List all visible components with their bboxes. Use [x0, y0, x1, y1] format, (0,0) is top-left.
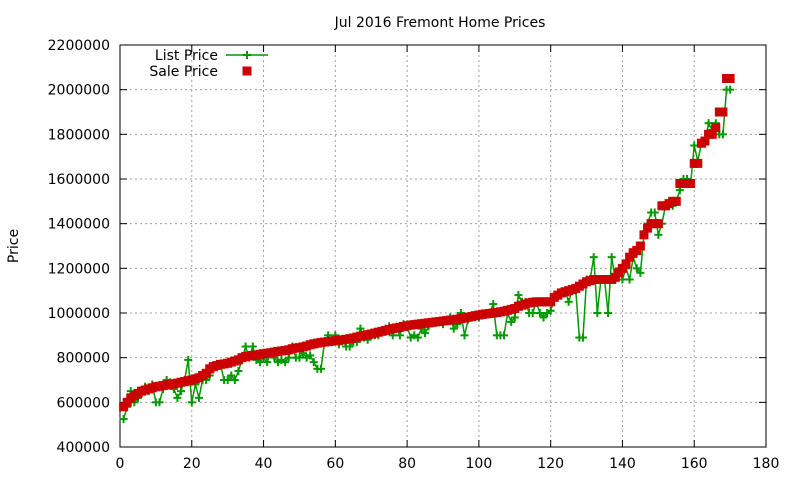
- y-tick-label: 2000000: [48, 83, 110, 99]
- list-price-point: [309, 358, 318, 367]
- legend-marker-sale-price: [242, 66, 252, 76]
- sale-price-point: [621, 259, 631, 269]
- legend-label-sale-price: Sale Price: [149, 64, 218, 80]
- list-price-point: [460, 331, 469, 340]
- x-tick-label: 160: [681, 456, 708, 472]
- x-axis: 0 20 40 60 80 100 120 140 160 180: [116, 45, 780, 472]
- sale-price-point: [671, 196, 681, 206]
- list-price-point: [119, 415, 128, 424]
- legend-swatch-list-price: [226, 51, 268, 59]
- x-tick-label: 140: [609, 456, 636, 472]
- list-price-point: [281, 358, 290, 367]
- list-price-point: [173, 393, 182, 402]
- list-price-point: [654, 230, 663, 239]
- list-price-point: [223, 376, 232, 384]
- x-tick-label: 40: [255, 456, 273, 472]
- y-tick-label: 800000: [57, 351, 110, 367]
- list-price-point: [632, 264, 641, 273]
- list-price-point: [507, 317, 516, 326]
- legend-swatch-sale-price: [242, 66, 252, 76]
- x-tick-label: 180: [753, 456, 780, 472]
- list-price-point: [395, 331, 404, 340]
- list-price-point: [535, 309, 544, 317]
- list-price-point: [500, 331, 509, 340]
- list-price-point: [636, 268, 645, 277]
- list-price-point: [704, 119, 713, 128]
- list-price-point: [316, 364, 325, 373]
- sale-price-point: [725, 74, 735, 83]
- y-axis-title: Price: [6, 229, 22, 263]
- list-price-point: [604, 309, 613, 317]
- sale-price-point: [711, 123, 721, 133]
- list-price-point: [413, 333, 422, 342]
- list-price-point: [187, 398, 196, 407]
- list-price-point: [263, 358, 272, 367]
- list-price-point: [194, 393, 203, 402]
- sale-price-point: [693, 158, 703, 168]
- y-tick-label: 1400000: [48, 217, 110, 233]
- sale-price-point: [707, 129, 717, 139]
- list-price-point: [177, 387, 186, 396]
- x-tick-label: 60: [326, 456, 344, 472]
- list-price-point: [650, 208, 659, 217]
- y-tick-label: 1600000: [48, 172, 110, 188]
- legend: List Price Sale Price: [149, 48, 268, 80]
- list-price-point: [421, 329, 430, 338]
- list-price-point: [241, 342, 250, 351]
- list-price-point: [234, 367, 243, 376]
- list-price-point: [690, 141, 699, 150]
- y-tick-label: 1800000: [48, 127, 110, 143]
- y-tick-label: 400000: [57, 440, 110, 456]
- list-price-point: [607, 253, 616, 262]
- x-tick-label: 120: [537, 456, 564, 472]
- list-price-point: [184, 355, 193, 364]
- series-sale-price: [119, 74, 735, 412]
- sale-price-point: [700, 136, 710, 146]
- list-price-point: [726, 85, 735, 94]
- list-price-point: [449, 324, 458, 333]
- legend-marker-list-price: [243, 51, 251, 59]
- y-tick-label: 600000: [57, 395, 110, 411]
- list-price-point: [489, 300, 498, 309]
- sale-price-point: [718, 107, 728, 117]
- list-price-point: [593, 309, 602, 317]
- list-price-point: [528, 309, 537, 317]
- y-tick-label: 1200000: [48, 261, 110, 277]
- list-price-point: [248, 342, 257, 351]
- sale-price-point: [653, 219, 663, 229]
- y-tick-label: 2200000: [48, 38, 110, 54]
- grid-lines: [120, 45, 766, 447]
- plot-frame: [119, 44, 767, 448]
- list-price-point: [578, 333, 587, 342]
- chart-title: Jul 2016 Fremont Home Prices: [334, 15, 546, 31]
- legend-label-list-price: List Price: [155, 48, 218, 64]
- list-price-point: [546, 306, 555, 315]
- list-price-point: [589, 253, 598, 262]
- list-price-point: [510, 313, 519, 322]
- list-price-point: [625, 275, 634, 284]
- list-price-point: [564, 297, 573, 306]
- sale-price-point: [686, 178, 696, 188]
- y-tick-label: 1000000: [48, 306, 110, 322]
- sale-price-point: [639, 230, 649, 240]
- sale-price-point: [635, 241, 645, 251]
- list-price-point: [539, 313, 548, 322]
- list-price-point: [718, 130, 727, 139]
- x-tick-label: 0: [116, 456, 125, 472]
- list-price-point: [514, 291, 523, 300]
- x-tick-label: 80: [398, 456, 416, 472]
- y-axis: 400000 600000 800000 1000000 1200000 1400000 1…: [48, 38, 766, 456]
- x-tick-label: 20: [183, 456, 201, 472]
- list-price-point: [230, 376, 239, 384]
- list-price-point: [155, 398, 164, 407]
- list-price-point: [306, 351, 315, 360]
- x-tick-label: 100: [466, 456, 493, 472]
- list-price-point: [295, 353, 304, 362]
- list-price-point: [227, 371, 236, 380]
